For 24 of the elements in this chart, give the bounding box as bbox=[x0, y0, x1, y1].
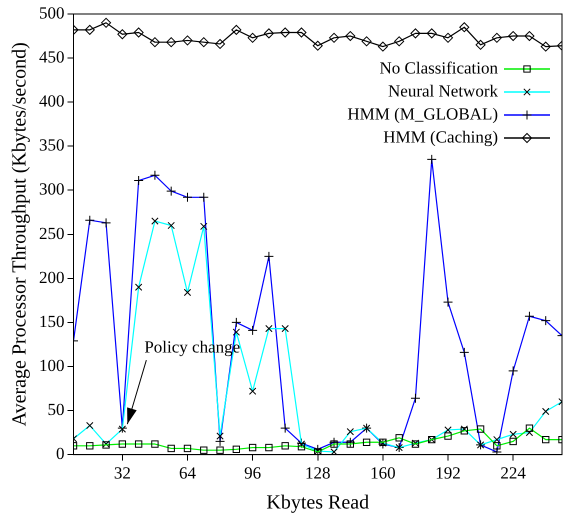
y-tick-label: 300 bbox=[39, 180, 64, 199]
y-tick-label: 350 bbox=[39, 136, 64, 155]
y-tick-label: 100 bbox=[39, 356, 64, 375]
x-tick-label: 128 bbox=[305, 463, 330, 482]
legend-label: No Classification bbox=[379, 58, 498, 78]
y-tick-label: 150 bbox=[39, 312, 64, 331]
x-tick-label: 192 bbox=[435, 463, 461, 482]
y-tick-label: 250 bbox=[39, 224, 64, 243]
x-tick-label: 64 bbox=[178, 463, 196, 482]
y-tick-label: 0 bbox=[56, 444, 64, 464]
x-tick-label: 96 bbox=[244, 463, 262, 482]
legend-label: Neural Network bbox=[388, 81, 498, 100]
x-tick-label: 32 bbox=[114, 463, 131, 482]
y-tick-label: 400 bbox=[39, 92, 64, 111]
x-tick-label: 224 bbox=[500, 463, 526, 482]
y-axis-title: Average Processor Throughput (Kbytes/second) bbox=[8, 42, 30, 426]
legend-label: HMM (Caching) bbox=[383, 127, 498, 146]
x-tick-label: 160 bbox=[370, 463, 396, 482]
y-tick-label: 200 bbox=[39, 268, 64, 287]
legend-label: HMM (M_GLOBAL) bbox=[347, 104, 498, 124]
y-tick-label: 500 bbox=[39, 3, 64, 22]
y-tick-label: 450 bbox=[39, 48, 64, 67]
x-axis-title: Kbytes Read bbox=[266, 491, 370, 514]
y-tick-label: 50 bbox=[48, 400, 64, 420]
